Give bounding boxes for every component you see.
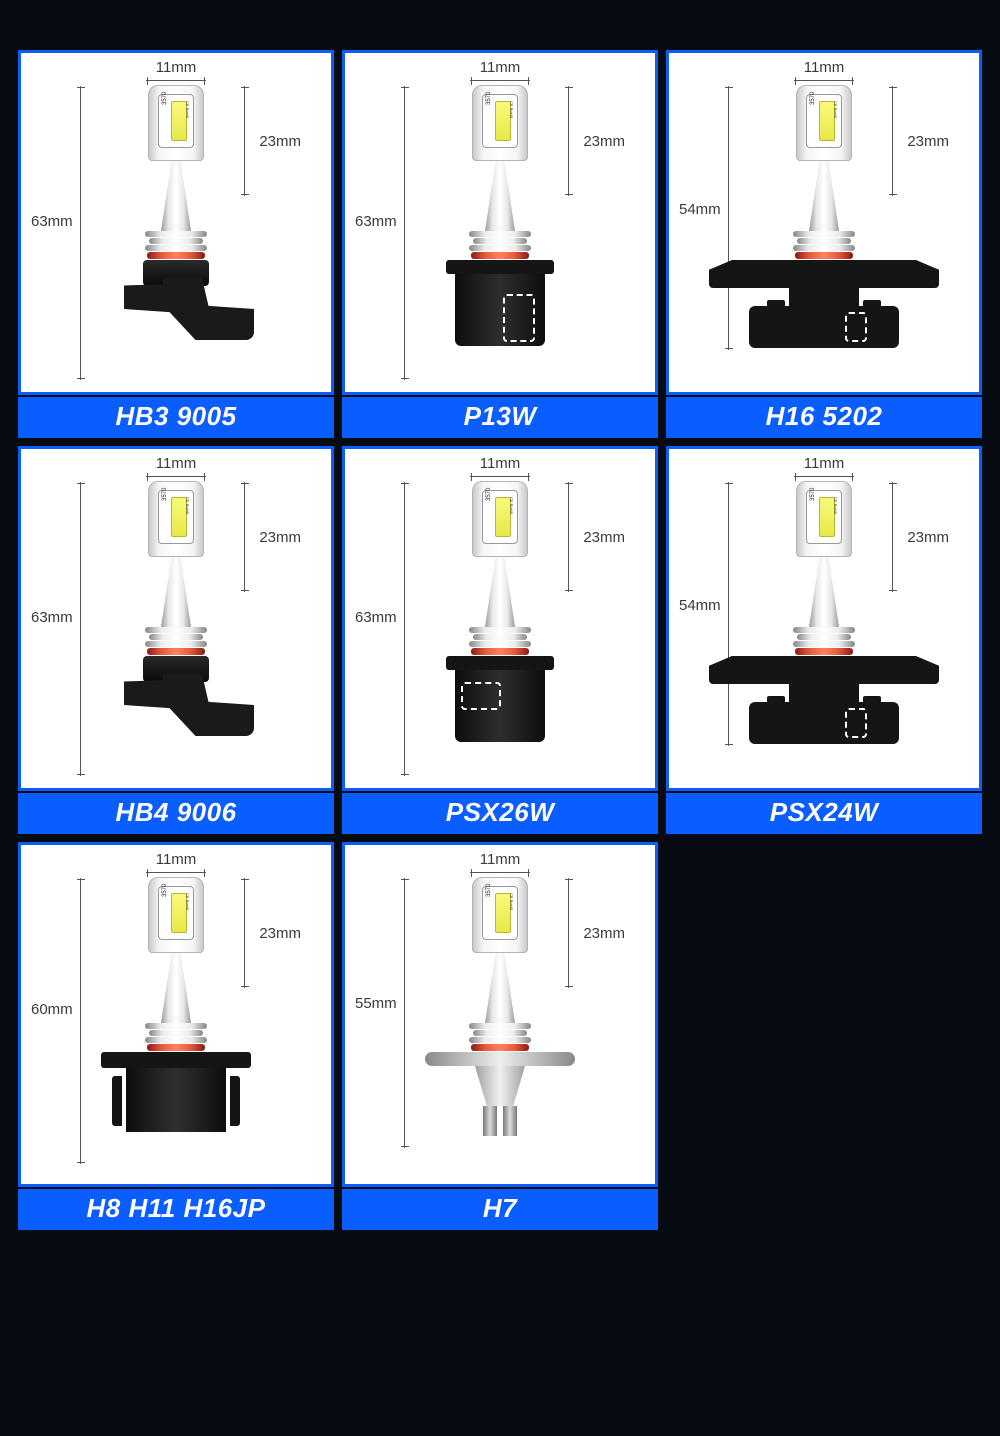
red-ring-icon [471, 1044, 529, 1051]
bulb-label: HB3 9005 [18, 397, 334, 438]
dimension-right: 23mm [583, 133, 625, 150]
dimension-top: 11mm [480, 851, 521, 868]
bulb-icon: 3570 CE RoHS [709, 85, 939, 348]
bulb-label: H8 H11 H16JP [18, 1189, 334, 1230]
bulb-diagram: 11mm 23mm 55mm 3570 CE RoHS [342, 842, 658, 1187]
bulb-diagram: 11mm 23mm 54mm 3570 CE RoHS [666, 50, 982, 395]
bulb-icon: 3570 CE RoHS [106, 481, 246, 736]
dimension-top: 11mm [480, 59, 521, 76]
dimension-left: 63mm [355, 609, 397, 626]
dimension-right: 23mm [259, 133, 301, 150]
dimension-top: 11mm [804, 59, 845, 76]
bulb-label: H7 [342, 1189, 658, 1230]
dimension-right: 23mm [259, 925, 301, 942]
dimension-right: 23mm [583, 925, 625, 942]
dimension-right: 23mm [259, 529, 301, 546]
bulb-label: PSX26W [342, 793, 658, 834]
bulb-icon: 3570 CE RoHS [709, 481, 939, 744]
bulb-label: P13W [342, 397, 658, 438]
bulb-card: 11mm 23mm 63mm 3570 CE RoHS [18, 446, 334, 834]
red-ring-icon [147, 1044, 205, 1051]
dimension-top: 11mm [156, 455, 197, 472]
dimension-top: 11mm [156, 851, 197, 868]
bulb-card: 11mm 23mm 55mm 3570 CE RoHS [342, 842, 658, 1230]
dimension-left-line [77, 87, 85, 379]
dimension-left-line [401, 879, 409, 1147]
bulb-diagram: 11mm 23mm 63mm 3570 CE RoHS [18, 50, 334, 395]
red-ring-icon [795, 648, 853, 655]
dimension-top-line [795, 473, 853, 481]
dimension-right-line [565, 483, 573, 591]
bulb-icon: 3570 CE RoHS [106, 85, 246, 340]
dimension-top: 11mm [156, 59, 197, 76]
dimension-left: 55mm [355, 995, 397, 1012]
red-ring-icon [471, 648, 529, 655]
red-ring-icon [471, 252, 529, 259]
dimension-top: 11mm [804, 455, 845, 472]
bulb-label: H16 5202 [666, 397, 982, 438]
dimension-left-line [401, 87, 409, 379]
bulb-icon: 3570 CE RoHS [446, 85, 554, 346]
bulb-diagram: 11mm 23mm 60mm 3570 CE RoHS [18, 842, 334, 1187]
dimension-top-line [471, 869, 529, 877]
bulb-icon: 3570 CE RoHS [101, 877, 251, 1132]
bulb-diagram: 11mm 23mm 63mm 3570 CE RoHS [342, 446, 658, 791]
dimension-top-line [147, 77, 205, 85]
dimension-left-line [77, 483, 85, 775]
dimension-top-line [471, 77, 529, 85]
dimension-right: 23mm [583, 529, 625, 546]
bulb-card: 11mm 23mm 54mm 3570 CE RoHS [666, 446, 982, 834]
red-ring-icon [147, 252, 205, 259]
dimension-top: 11mm [480, 455, 521, 472]
bulb-card: 11mm 23mm 63mm 3570 CE RoHS [342, 446, 658, 834]
dimension-left: 63mm [31, 213, 73, 230]
dimension-left: 63mm [355, 213, 397, 230]
red-ring-icon [147, 648, 205, 655]
dimension-top-line [147, 869, 205, 877]
dimension-left-line [401, 483, 409, 775]
bulb-icon: 3570 CE RoHS [425, 877, 575, 1136]
bulb-label: PSX24W [666, 793, 982, 834]
dimension-top-line [147, 473, 205, 481]
bulb-diagram: 11mm 23mm 63mm 3570 CE RoHS [18, 446, 334, 791]
dimension-top-line [795, 77, 853, 85]
dimension-left: 63mm [31, 609, 73, 626]
bulb-card: 11mm 23mm 63mm 3570 CE RoHS [18, 50, 334, 438]
bulb-card: 11mm 23mm 63mm 3570 CE RoHS [342, 50, 658, 438]
bulb-diagram: 11mm 23mm 54mm 3570 CE RoHS [666, 446, 982, 791]
dimension-left-line [77, 879, 85, 1163]
bulb-card: 11mm 23mm 54mm 3570 CE RoHS [666, 50, 982, 438]
dimension-top-line [471, 473, 529, 481]
bulb-diagram: 11mm 23mm 63mm 3570 CE RoHS [342, 50, 658, 395]
red-ring-icon [795, 252, 853, 259]
dimension-left: 60mm [31, 1001, 73, 1018]
bulb-label: HB4 9006 [18, 793, 334, 834]
bulb-card: 11mm 23mm 60mm 3570 CE RoHS [18, 842, 334, 1230]
bulb-icon: 3570 CE RoHS [446, 481, 554, 742]
dimension-right-line [565, 87, 573, 195]
